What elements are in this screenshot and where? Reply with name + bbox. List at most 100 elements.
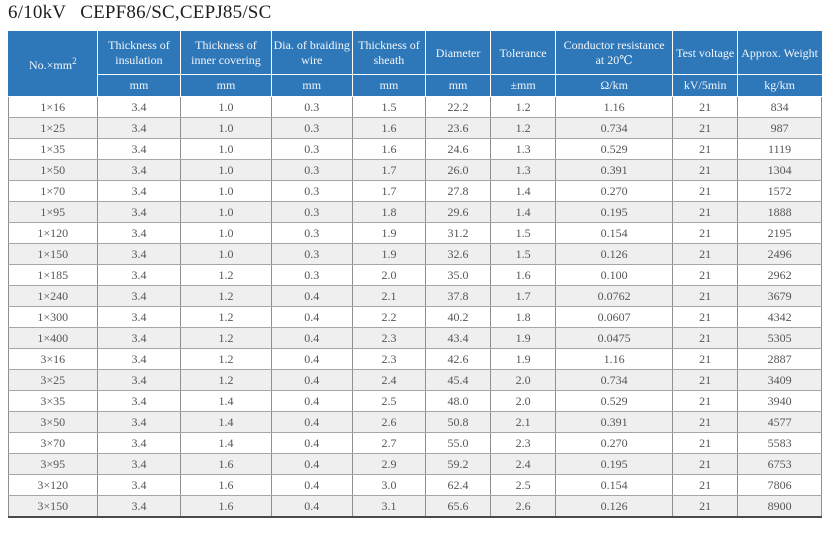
cell-value: 21 bbox=[672, 285, 739, 307]
table-row: 1×95 3.4 1.0 0.3 1.8 29.6 1.4 0.195 21 1888 bbox=[8, 201, 822, 223]
cell-value: 2.6 bbox=[351, 411, 427, 433]
cell-value: 21 bbox=[672, 348, 739, 370]
cell-value: 3.4 bbox=[96, 327, 182, 349]
cell-value: 2.0 bbox=[351, 264, 427, 286]
cell-value: 0.0475 bbox=[555, 327, 674, 349]
cell-value: 24.6 bbox=[425, 138, 492, 160]
cell-size: 1×70 bbox=[8, 180, 98, 202]
col-header-unit: kg/km bbox=[737, 74, 822, 97]
cell-value: 1.4 bbox=[180, 432, 272, 454]
col-header-unit: mm bbox=[270, 74, 353, 97]
cell-value: 1.9 bbox=[351, 222, 427, 244]
cell-value: 55.0 bbox=[425, 432, 492, 454]
cell-value: 7806 bbox=[737, 474, 822, 496]
cell-value: 2.3 bbox=[351, 348, 427, 370]
cell-value: 1.7 bbox=[490, 285, 557, 307]
cell-size: 3×120 bbox=[8, 474, 98, 496]
cell-value: 3.4 bbox=[96, 495, 182, 518]
cell-value: 0.195 bbox=[555, 201, 674, 223]
cell-value: 3.4 bbox=[96, 411, 182, 433]
cell-value: 0.391 bbox=[555, 159, 674, 181]
cell-value: 0.154 bbox=[555, 222, 674, 244]
cell-value: 21 bbox=[672, 411, 739, 433]
cell-value: 45.4 bbox=[425, 369, 492, 391]
table-header: No.×mm2 Thickness of insulation Thickness… bbox=[8, 31, 822, 97]
cell-size: 1×150 bbox=[8, 243, 98, 265]
cell-value: 2.5 bbox=[351, 390, 427, 412]
cell-size: 3×150 bbox=[8, 495, 98, 518]
cell-value: 0.0762 bbox=[555, 285, 674, 307]
cell-value: 1.0 bbox=[180, 138, 272, 160]
col-header-unit: mm bbox=[180, 74, 272, 97]
header-unit-row: mm mm mm mm mm ±mm Ω/km kV/5min kg/km bbox=[9, 74, 822, 97]
table-row: 3×70 3.4 1.4 0.4 2.7 55.0 2.3 0.270 21 5583 bbox=[8, 432, 822, 454]
cell-size: 1×95 bbox=[8, 201, 98, 223]
cell-value: 50.8 bbox=[425, 411, 492, 433]
cell-value: 1.16 bbox=[555, 96, 674, 118]
table-row: 1×185 3.4 1.2 0.3 2.0 35.0 1.6 0.100 21 2962 bbox=[8, 264, 822, 286]
cell-size: 1×50 bbox=[8, 159, 98, 181]
cell-value: 21 bbox=[672, 264, 739, 286]
cell-value: 0.4 bbox=[270, 390, 353, 412]
cell-value: 0.154 bbox=[555, 474, 674, 496]
cell-value: 1.3 bbox=[490, 138, 557, 160]
cell-value: 2887 bbox=[737, 348, 822, 370]
cell-value: 0.734 bbox=[555, 369, 674, 391]
cell-value: 21 bbox=[672, 243, 739, 265]
col-header-unit: mm bbox=[96, 74, 182, 97]
cell-value: 3.4 bbox=[96, 222, 182, 244]
cell-value: 21 bbox=[672, 138, 739, 160]
cell-value: 1.2 bbox=[180, 327, 272, 349]
cell-value: 0.4 bbox=[270, 453, 353, 475]
cell-size: 1×35 bbox=[8, 138, 98, 160]
cell-value: 21 bbox=[672, 159, 739, 181]
cell-value: 2496 bbox=[737, 243, 822, 265]
cell-value: 987 bbox=[737, 117, 822, 139]
cell-value: 0.391 bbox=[555, 411, 674, 433]
cell-value: 21 bbox=[672, 327, 739, 349]
cell-value: 2.6 bbox=[490, 495, 557, 518]
cell-value: 21 bbox=[672, 432, 739, 454]
cell-value: 62.4 bbox=[425, 474, 492, 496]
cell-value: 2.9 bbox=[351, 453, 427, 475]
cell-value: 3.4 bbox=[96, 264, 182, 286]
cell-value: 2195 bbox=[737, 222, 822, 244]
cell-value: 0.4 bbox=[270, 285, 353, 307]
cell-value: 834 bbox=[737, 96, 822, 118]
cell-value: 32.6 bbox=[425, 243, 492, 265]
cell-value: 0.270 bbox=[555, 180, 674, 202]
cell-value: 1.9 bbox=[490, 327, 557, 349]
cell-size: 1×400 bbox=[8, 327, 98, 349]
cell-value: 1.2 bbox=[490, 117, 557, 139]
cell-value: 2.0 bbox=[490, 369, 557, 391]
cell-value: 1.2 bbox=[180, 348, 272, 370]
cell-value: 1.5 bbox=[490, 222, 557, 244]
cell-value: 2.0 bbox=[490, 390, 557, 412]
cell-value: 0.3 bbox=[270, 222, 353, 244]
table-row: 1×70 3.4 1.0 0.3 1.7 27.8 1.4 0.270 21 1572 bbox=[8, 180, 822, 202]
cell-value: 2.5 bbox=[490, 474, 557, 496]
col-header-label: Thickness of inner covering bbox=[180, 31, 272, 75]
cell-value: 21 bbox=[672, 369, 739, 391]
col-header-unit: mm bbox=[351, 74, 427, 97]
cell-value: 0.3 bbox=[270, 243, 353, 265]
cell-value: 1.6 bbox=[180, 495, 272, 518]
table-row: 1×240 3.4 1.2 0.4 2.1 37.8 1.7 0.0762 21 3679 bbox=[8, 285, 822, 307]
cell-value: 3.4 bbox=[96, 369, 182, 391]
cell-value: 0.4 bbox=[270, 474, 353, 496]
cell-value: 2.2 bbox=[351, 306, 427, 328]
cell-value: 0.100 bbox=[555, 264, 674, 286]
cell-value: 2962 bbox=[737, 264, 822, 286]
cell-value: 2.3 bbox=[490, 432, 557, 454]
table-row: 1×25 3.4 1.0 0.3 1.6 23.6 1.2 0.734 21 987 bbox=[8, 117, 822, 139]
cell-value: 1.3 bbox=[490, 159, 557, 181]
cell-value: 0.3 bbox=[270, 96, 353, 118]
cell-value: 8900 bbox=[737, 495, 822, 518]
cell-value: 3.4 bbox=[96, 432, 182, 454]
table-row: 1×16 3.4 1.0 0.3 1.5 22.2 1.2 1.16 21 834 bbox=[8, 96, 822, 118]
cell-value: 3.4 bbox=[96, 201, 182, 223]
cell-value: 0.3 bbox=[270, 201, 353, 223]
header-name-row: No.×mm2 Thickness of insulation Thickness… bbox=[8, 31, 822, 97]
cell-value: 3679 bbox=[737, 285, 822, 307]
